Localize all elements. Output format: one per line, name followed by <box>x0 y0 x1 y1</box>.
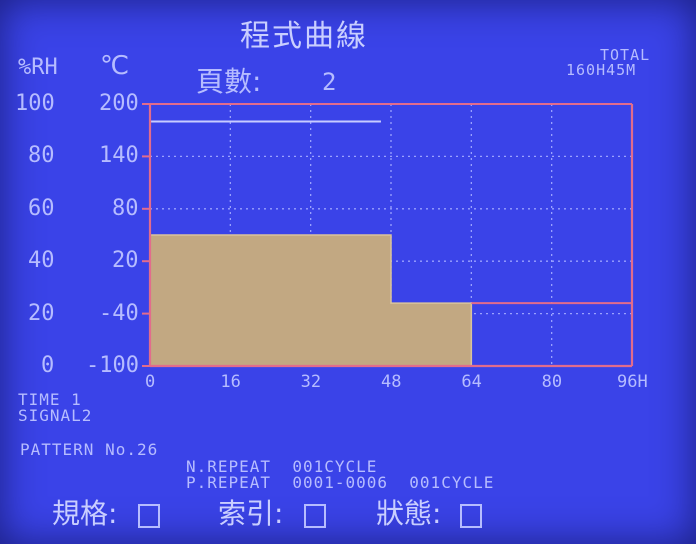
index-checkbox[interactable] <box>304 504 326 528</box>
x-tick-label: 16 <box>220 372 241 392</box>
x-tick-label: 80 <box>541 372 563 392</box>
humidity-tick-label: 100 <box>15 91 55 116</box>
humidity-tick-label: 40 <box>28 248 55 274</box>
x-tick-label: 32 <box>300 372 322 392</box>
x-tick-label: 96H <box>617 372 648 392</box>
status-label: 狀態: <box>376 497 442 530</box>
humidity-tick-label: 80 <box>28 143 55 169</box>
signal-readout: SIGNAL2 <box>18 406 93 425</box>
n-repeat-info: N.REPEAT 001CYCLE <box>186 457 378 476</box>
profile-area <box>149 234 473 367</box>
temperature-tick-label: 20 <box>112 248 139 274</box>
status-checkbox[interactable] <box>460 504 482 528</box>
spec-checkbox[interactable] <box>138 504 160 528</box>
humidity-tick-label: 20 <box>28 300 55 326</box>
p-repeat-info: P.REPEAT 0001-0006 001CYCLE <box>186 473 495 492</box>
screen-title: 程式曲線 <box>240 19 368 54</box>
index-label: 索引: <box>218 497 284 530</box>
page-label: 頁數: <box>196 65 262 98</box>
temperature-tick-label: -40 <box>99 300 139 326</box>
temperature-tick-label: 140 <box>99 143 139 169</box>
time-readout: TIME 1 <box>18 390 82 409</box>
pattern-number: PATTERN No.26 <box>20 440 159 459</box>
temperature-unit-label: ℃ <box>100 51 130 81</box>
humidity-tick-label: 0 <box>41 353 55 378</box>
page-number: 2 <box>322 68 337 96</box>
spec-label: 規格: <box>52 497 118 530</box>
total-time-value: 160H45M <box>566 61 637 79</box>
temperature-tick-label: 200 <box>99 91 139 116</box>
x-tick-label: 64 <box>461 372 482 392</box>
temperature-tick-label: 80 <box>112 195 139 221</box>
x-tick-label: 48 <box>381 372 402 392</box>
humidity-unit-label: %RH <box>18 55 58 80</box>
humidity-tick-label: 60 <box>28 195 55 221</box>
x-tick-label: 0 <box>145 372 156 392</box>
temperature-tick-label: -100 <box>86 353 139 378</box>
total-label: TOTAL <box>600 46 651 64</box>
